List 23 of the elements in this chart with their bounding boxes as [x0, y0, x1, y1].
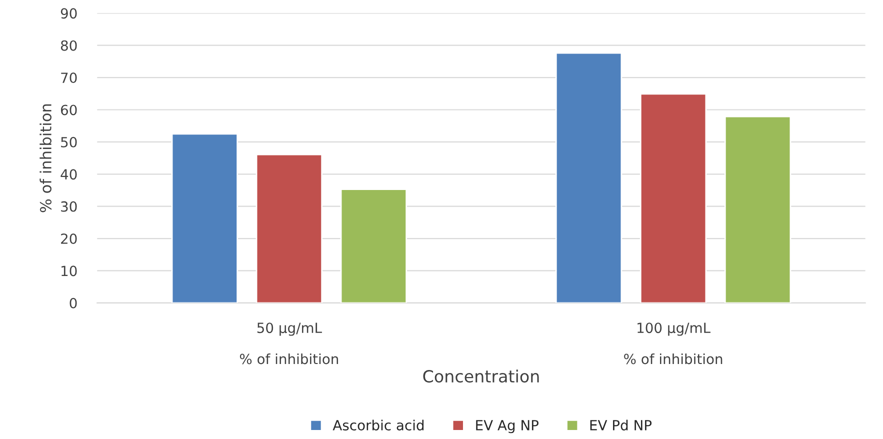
bar: [340, 188, 408, 303]
bar: [171, 133, 238, 303]
y-axis-title: % of inhibition: [40, 104, 52, 212]
y-tick-label: 90: [60, 8, 77, 19]
legend-label: Ascorbic acid: [332, 420, 424, 430]
category-label: 50 μg/mL % of inhibition: [240, 322, 338, 364]
y-tick-label: 40: [60, 169, 77, 180]
y-tick-label: 30: [61, 201, 77, 212]
bar: [256, 154, 323, 303]
category-label: 100 μg/mL % of inhibition: [624, 322, 722, 364]
y-tick-label: 20: [61, 233, 77, 244]
y-tick-label: 70: [61, 72, 77, 84]
bar: [640, 93, 707, 303]
x-axis-title: Concentration: [423, 370, 539, 383]
y-tick-label: 60: [60, 104, 77, 116]
y-tick-label: 80: [60, 40, 77, 51]
legend-label: EV Pd NP: [590, 420, 652, 430]
bar: [724, 116, 792, 303]
y-tick-label: 50: [61, 136, 77, 148]
bar: [555, 52, 622, 303]
y-tick-label: 0: [70, 298, 77, 308]
y-tick-label: 10: [62, 266, 77, 276]
legend-label: EV Ag NP: [476, 420, 538, 434]
